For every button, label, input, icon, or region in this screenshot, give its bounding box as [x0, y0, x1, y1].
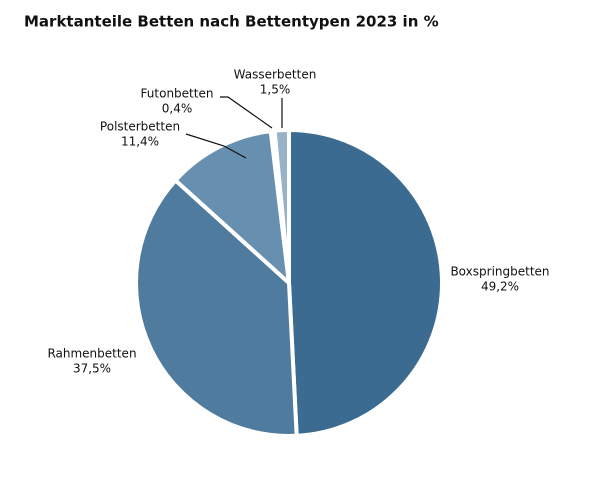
value-label: 49,2%: [481, 280, 519, 294]
value-label: 1,5%: [260, 83, 291, 97]
value-label: 11,4%: [121, 135, 159, 149]
leader-line: [220, 96, 273, 129]
value-label: 37,5%: [73, 362, 111, 376]
slice-label: Polsterbetten: [100, 120, 180, 134]
pie-slice: [287, 128, 444, 438]
slice-label: Rahmenbetten: [47, 347, 136, 361]
chart-title: Marktanteile Betten nach Bettentypen 202…: [24, 13, 439, 31]
slice-label: Boxspringbetten: [450, 265, 549, 279]
slice-label: Futonbetten: [141, 87, 214, 101]
pie-slice: [134, 178, 299, 438]
slice-label: Wasserbetten: [234, 68, 317, 82]
pie-slice: [272, 128, 291, 285]
value-label: 0,4%: [162, 102, 193, 116]
pie-slice: [173, 129, 291, 285]
leader-line: [185, 133, 247, 159]
